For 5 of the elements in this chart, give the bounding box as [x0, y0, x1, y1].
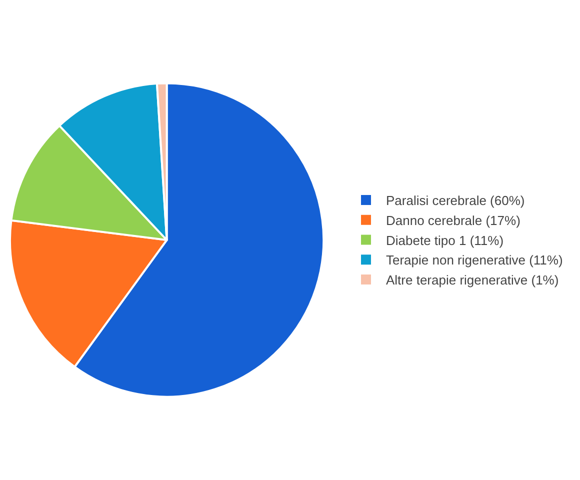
legend-label: Paralisi cerebrale (60%) — [386, 193, 525, 208]
legend-label: Altre terapie rigenerative (1%) — [386, 272, 559, 288]
legend-label: Danno cerebrale (17%) — [386, 212, 520, 228]
legend-label: Diabete tipo 1 (11%) — [386, 232, 504, 248]
legend-label: Terapie non rigenerative (11%) — [386, 252, 563, 268]
